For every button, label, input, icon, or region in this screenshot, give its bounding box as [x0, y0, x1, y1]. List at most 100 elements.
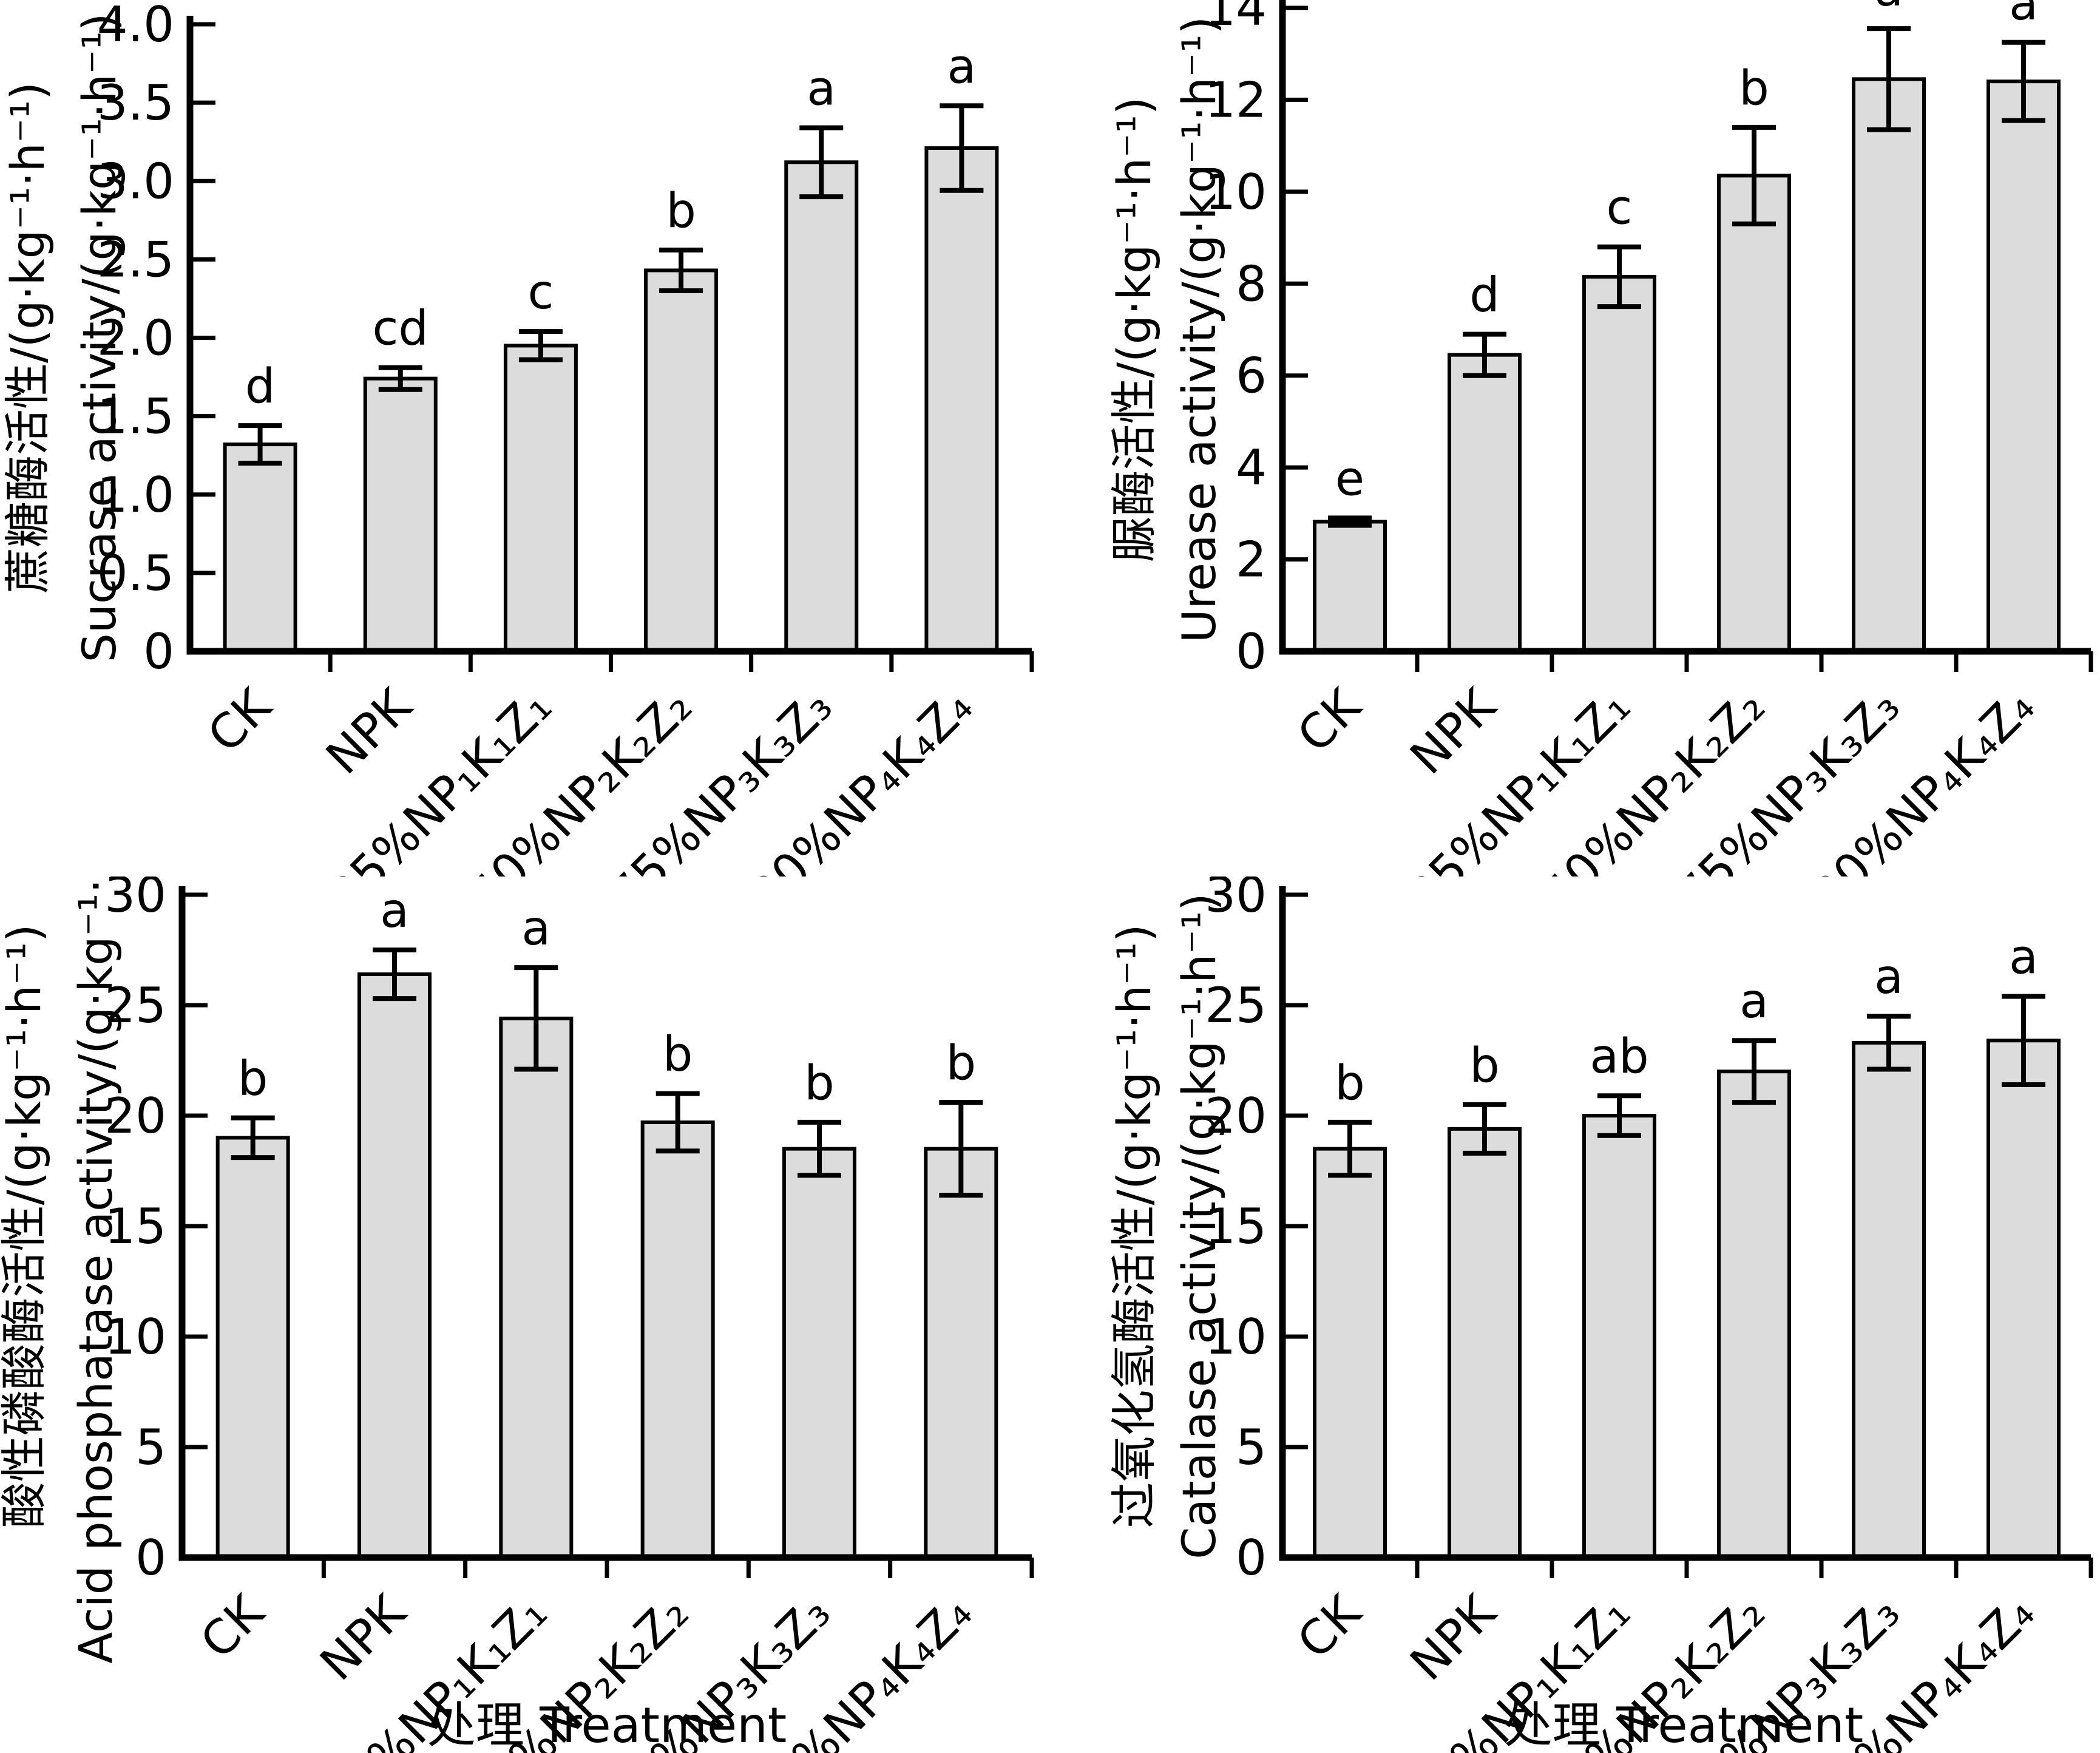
bar — [1582, 1114, 1656, 1559]
x-axis-title-bottom-left: 处理 Treatment — [427, 1697, 787, 1753]
bar — [503, 344, 578, 653]
x-tick-label: CK — [191, 1584, 276, 1669]
y-tick-label: 20 — [1205, 1088, 1267, 1144]
y-axis-title-cn: 过氧化氢酶活性/(g·kg⁻¹·h⁻¹) — [1107, 924, 1161, 1528]
bar — [1852, 77, 1926, 654]
y-tick-label: 10 — [1205, 1309, 1267, 1365]
significance-letter: a — [1874, 0, 1903, 17]
y-tick-label: 1.0 — [97, 467, 174, 523]
y-tick-label: 30 — [104, 876, 166, 923]
bar — [215, 1136, 290, 1559]
y-tick-label: 2.5 — [97, 231, 174, 288]
bar — [1448, 1127, 1522, 1559]
y-tick-label: 20 — [104, 1088, 166, 1144]
x-tick-label: CK — [198, 678, 283, 763]
bar — [357, 972, 432, 1560]
y-tick-label: 12 — [1205, 72, 1267, 128]
y-axis-title-en: Sucrase activity/(g·kg⁻¹·h⁻¹) — [72, 13, 126, 663]
y-tick-label: 30 — [1205, 876, 1267, 923]
y-axis-title-en: Acid phosphatase activity/(g·kg⁻¹·h⁻¹) — [69, 876, 123, 1664]
significance-letter: b — [946, 1036, 977, 1091]
bar — [1448, 353, 1522, 654]
x-axis-title-bottom-right: 处理 Treatment — [1503, 1697, 1864, 1753]
y-tick-label: 0 — [1236, 623, 1267, 680]
bar — [1313, 1147, 1387, 1560]
bar — [1313, 520, 1387, 653]
significance-letter: b — [1739, 61, 1769, 116]
significance-letter: c — [527, 265, 554, 320]
bar — [924, 1147, 998, 1560]
x-tick-label: NPK — [1400, 1584, 1507, 1691]
y-tick-label: 3.0 — [97, 153, 174, 209]
bar — [644, 268, 719, 653]
y-axis-title-en: Urease activity/(g·kg⁻¹·h⁻¹) — [1172, 16, 1226, 643]
y-axis-title-cn: 酸性磷酸酶活性/(g·kg⁻¹·h⁻¹) — [0, 924, 51, 1528]
y-tick-label: 1.5 — [97, 388, 174, 445]
y-tick-label: 6 — [1236, 348, 1267, 404]
bar — [1852, 1040, 1926, 1559]
y-axis-title-cn: 脲酶活性/(g·kg⁻¹·h⁻¹) — [1107, 97, 1161, 562]
y-tick-label: 0 — [143, 623, 174, 680]
significance-letter: a — [1739, 974, 1769, 1029]
y-tick-label: 25 — [104, 977, 166, 1034]
significance-letter: e — [1335, 452, 1364, 506]
significance-letter: b — [238, 1052, 268, 1107]
urease-activity-chart: eCKdNPKc25%NP₁K₁Z₁b50%NP₂K₂Z₂a75%NP₃K₃Z₃… — [1107, 0, 2093, 876]
y-tick-label: 15 — [1205, 1198, 1267, 1255]
bar — [784, 160, 859, 653]
acid-phosphatase-activity-chart: bCKaNPKa25%NP₁K₁Z₁b50%NP₂K₂Z₂b75%NP₃K₃Z₃… — [0, 876, 1034, 1753]
bar — [223, 442, 297, 653]
significance-letter: ab — [1590, 1029, 1648, 1084]
y-tick-label: 15 — [104, 1198, 166, 1255]
significance-letter: b — [663, 1028, 693, 1082]
x-tick-label: NPK — [316, 678, 423, 785]
significance-letter: a — [380, 884, 409, 938]
y-tick-label: 3.5 — [97, 75, 174, 131]
y-tick-label: 10 — [104, 1309, 166, 1365]
x-tick-label: CK — [1287, 1584, 1372, 1669]
significance-letter: a — [807, 61, 836, 116]
bar — [1717, 174, 1791, 654]
bar — [640, 1120, 715, 1560]
y-tick-label: 8 — [1236, 256, 1267, 312]
significance-letter: cd — [373, 302, 428, 356]
sucrase-activity-chart: dCKcdNPKc25%NP₁K₁Z₁b50%NP₂K₂Z₂a75%NP₃K₃Z… — [1, 0, 1034, 876]
significance-letter: b — [804, 1056, 835, 1111]
y-tick-label: 0 — [135, 1530, 166, 1586]
catalase-activity-chart: bCKbNPKab25%NP₁K₁Z₁a50%NP₂K₂Z₂a75%NP₃K₃Z… — [1107, 876, 2093, 1753]
significance-letter: d — [245, 359, 276, 414]
y-axis-title-cn: 蔗糖酶活性/(g·kg⁻¹·h⁻¹) — [1, 82, 55, 594]
y-tick-label: 5 — [1236, 1419, 1267, 1476]
x-tick-label: NPK — [310, 1584, 417, 1691]
y-tick-label: 5 — [135, 1419, 166, 1476]
significance-letter: a — [521, 901, 550, 956]
y-tick-label: 10 — [1205, 164, 1267, 220]
significance-letter: b — [1335, 1056, 1365, 1111]
bar — [363, 376, 438, 654]
significance-letter: a — [1874, 950, 1903, 1005]
bar — [1987, 80, 2061, 653]
x-tick-label: CK — [1287, 678, 1372, 763]
bar — [1582, 274, 1656, 653]
significance-letter: c — [1607, 181, 1633, 236]
y-tick-label: 4.0 — [97, 0, 174, 53]
significance-letter: a — [947, 39, 977, 94]
significance-letter: b — [666, 184, 696, 239]
bar — [924, 146, 999, 653]
significance-letter: a — [2009, 930, 2038, 985]
bar — [782, 1147, 856, 1560]
y-tick-label: 25 — [1205, 977, 1267, 1034]
bar — [1717, 1070, 1791, 1559]
y-tick-label: 14 — [1205, 0, 1267, 36]
y-tick-label: 4 — [1236, 439, 1267, 496]
x-tick-label: NPK — [1400, 678, 1507, 785]
significance-letter: a — [2009, 0, 2038, 31]
y-axis-title-en: Catalase activity/(g·kg⁻¹·h⁻¹) — [1172, 893, 1226, 1559]
y-tick-label: 2.0 — [97, 310, 174, 367]
y-tick-label: 0 — [1236, 1530, 1267, 1586]
significance-letter: b — [1469, 1039, 1500, 1093]
significance-letter: d — [1469, 268, 1500, 323]
y-tick-label: 2 — [1236, 532, 1267, 588]
y-tick-label: 0.5 — [97, 545, 174, 602]
